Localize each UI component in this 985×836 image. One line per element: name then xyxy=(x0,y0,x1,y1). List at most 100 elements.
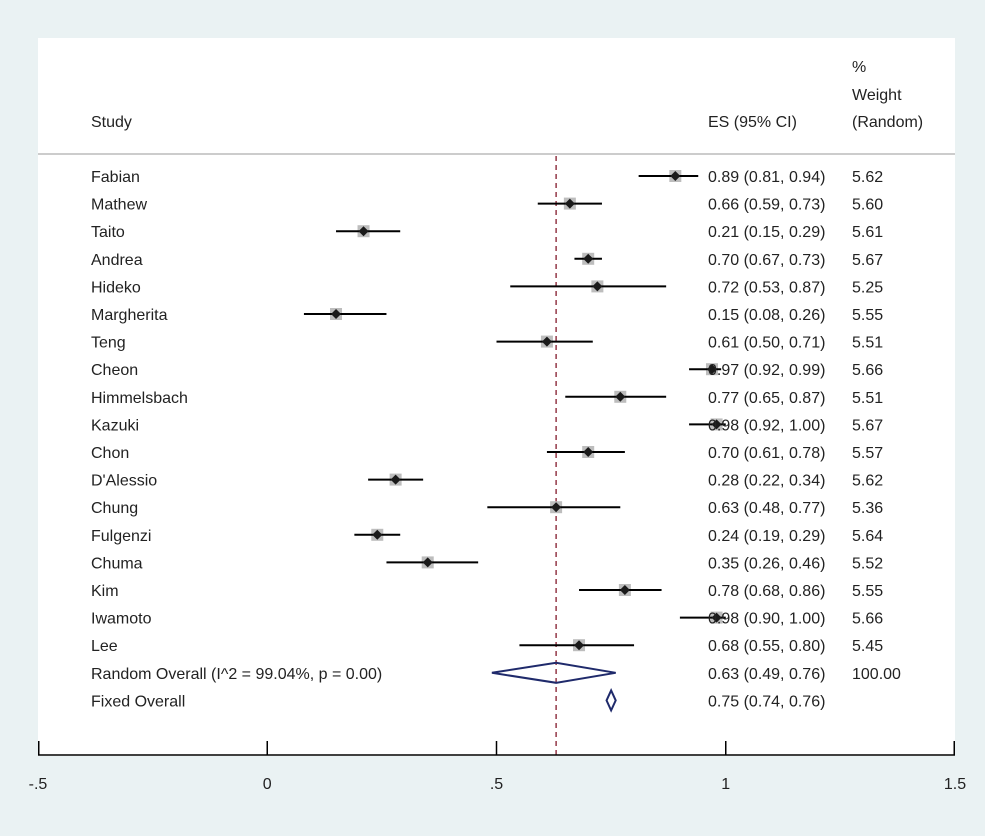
es-ci-value: 0.97 (0.92, 0.99) xyxy=(708,362,825,379)
study-label: Fabian xyxy=(91,169,140,186)
study-label: Himmelsbach xyxy=(91,390,188,407)
weight-value: 5.52 xyxy=(852,555,883,572)
study-label: Hideko xyxy=(91,279,141,296)
study-label: Mathew xyxy=(91,197,147,214)
point-estimate xyxy=(372,529,383,540)
study-row: Hideko 0.72 (0.53, 0.87) 5.25 xyxy=(91,279,883,296)
es-ci-value: 0.24 (0.19, 0.29) xyxy=(708,528,825,545)
point-estimate xyxy=(619,585,630,595)
study-label: Chon xyxy=(91,445,129,462)
point-estimate xyxy=(711,612,722,623)
weight-value: 5.60 xyxy=(852,197,883,214)
weight-value: 5.67 xyxy=(852,252,883,269)
study-label: D'Alessio xyxy=(91,473,157,490)
plot-panel: Study ES (95% CI) % Weight (Random) Fabi… xyxy=(38,38,955,756)
study-row: Lee 0.68 (0.55, 0.80) 5.45 xyxy=(91,638,883,655)
point-estimate xyxy=(706,364,717,375)
es-ci-value: 0.68 (0.55, 0.80) xyxy=(708,638,825,655)
study-row: Iwamoto 0.98 (0.90, 1.00) 5.66 xyxy=(91,611,883,628)
study-row: D'Alessio 0.28 (0.22, 0.34) 5.62 xyxy=(91,473,883,490)
point-estimate xyxy=(358,226,369,237)
weight-value: 5.55 xyxy=(852,307,883,324)
es-column-header: ES (95% CI) xyxy=(708,114,797,131)
weight-value: 5.51 xyxy=(852,335,883,352)
study-label: Teng xyxy=(91,335,126,352)
es-ci-value: 0.98 (0.90, 1.00) xyxy=(708,611,825,628)
es-ci-value: 0.98 (0.92, 1.00) xyxy=(708,417,825,434)
study-row: Chon 0.70 (0.61, 0.78) 5.57 xyxy=(91,445,883,462)
point-estimate xyxy=(583,447,594,457)
es-ci-value: 0.61 (0.50, 0.71) xyxy=(708,335,825,352)
forest-plot: Study ES (95% CI) % Weight (Random) Fabi… xyxy=(38,59,955,756)
point-estimate xyxy=(422,557,433,568)
es-ci-value: 0.15 (0.08, 0.26) xyxy=(708,307,825,324)
study-label: Chuma xyxy=(91,555,143,572)
weight-value: 5.57 xyxy=(852,445,883,462)
x-tick-label: -.5 xyxy=(29,776,48,793)
overall-label: Random Overall (I^2 = 99.04%, p = 0.00) xyxy=(91,666,382,683)
weight-value: 5.67 xyxy=(852,417,883,434)
es-ci-value: 0.66 (0.59, 0.73) xyxy=(708,197,825,214)
es-ci-value: 0.70 (0.61, 0.78) xyxy=(708,445,825,462)
study-row: Andrea 0.70 (0.67, 0.73) 5.67 xyxy=(91,252,883,269)
point-estimate xyxy=(574,640,585,651)
study-label: Cheon xyxy=(91,362,138,379)
study-label: Taito xyxy=(91,224,125,241)
study-row: Chung 0.63 (0.48, 0.77) 5.36 xyxy=(91,500,883,517)
study-label: Fulgenzi xyxy=(91,528,151,545)
overall-label: Fixed Overall xyxy=(91,693,185,710)
overall-es-value: 0.63 (0.49, 0.76) xyxy=(708,666,825,683)
es-ci-value: 0.77 (0.65, 0.87) xyxy=(708,390,825,407)
es-ci-value: 0.72 (0.53, 0.87) xyxy=(708,279,825,296)
es-ci-value: 0.78 (0.68, 0.86) xyxy=(708,583,825,600)
es-ci-value: 0.70 (0.67, 0.73) xyxy=(708,252,825,269)
weight-value: 5.66 xyxy=(852,362,883,379)
es-ci-value: 0.21 (0.15, 0.29) xyxy=(708,224,825,241)
weight-header-weight: Weight xyxy=(852,87,902,104)
study-rows: Fabian 0.89 (0.81, 0.94) 5.62 Mathew 0.66 (0… xyxy=(91,169,901,713)
x-tick-label: 1 xyxy=(721,776,730,793)
weight-value: 5.55 xyxy=(852,583,883,600)
overall-weight-value: 100.00 xyxy=(852,666,901,683)
study-row: Himmelsbach 0.77 (0.65, 0.87) 5.51 xyxy=(91,390,883,407)
point-estimate xyxy=(564,198,575,209)
es-ci-value: 0.63 (0.48, 0.77) xyxy=(708,500,825,517)
study-row: Mathew 0.66 (0.59, 0.73) 5.60 xyxy=(91,197,883,214)
weight-header-percent: % xyxy=(852,59,866,76)
weight-value: 5.51 xyxy=(852,390,883,407)
study-row: Kazuki 0.98 (0.92, 1.00) 5.67 xyxy=(91,417,883,434)
es-ci-value: 0.89 (0.81, 0.94) xyxy=(708,169,825,186)
weight-value: 5.64 xyxy=(852,528,883,545)
weight-value: 5.25 xyxy=(852,279,883,296)
study-row: Chuma 0.35 (0.26, 0.46) 5.52 xyxy=(91,555,883,572)
study-label: Lee xyxy=(91,638,118,655)
weight-value: 5.62 xyxy=(852,473,883,490)
study-label: Margherita xyxy=(91,307,168,324)
point-estimate xyxy=(541,336,552,347)
point-estimate xyxy=(390,474,401,485)
overall-diamond xyxy=(605,688,617,713)
x-tick-label: .5 xyxy=(490,776,503,793)
overall-row: Random Overall (I^2 = 99.04%, p = 0.00) 0… xyxy=(91,661,901,684)
es-ci-value: 0.35 (0.26, 0.46) xyxy=(708,555,825,572)
study-label: Andrea xyxy=(91,252,143,269)
es-ci-value: 0.28 (0.22, 0.34) xyxy=(708,473,825,490)
study-label: Iwamoto xyxy=(91,611,152,628)
study-label: Kazuki xyxy=(91,417,139,434)
study-row: Taito 0.21 (0.15, 0.29) 5.61 xyxy=(91,224,883,241)
study-column-header: Study xyxy=(91,114,132,131)
study-row: Margherita 0.15 (0.08, 0.26) 5.55 xyxy=(91,307,883,324)
point-estimate xyxy=(615,391,626,402)
overall-row: Fixed Overall 0.75 (0.74, 0.76) xyxy=(91,688,825,713)
x-axis xyxy=(38,741,955,756)
study-row: Kim 0.78 (0.68, 0.86) 5.55 xyxy=(91,583,883,600)
point-estimate xyxy=(551,502,562,513)
weight-value: 5.61 xyxy=(852,224,883,241)
weight-header-random: (Random) xyxy=(852,114,923,131)
weight-value: 5.62 xyxy=(852,169,883,186)
overall-diamond xyxy=(491,661,616,684)
study-row: Cheon 0.97 (0.92, 0.99) 5.66 xyxy=(91,362,883,379)
point-estimate xyxy=(711,419,722,430)
point-estimate xyxy=(331,309,342,319)
study-label: Chung xyxy=(91,500,138,517)
